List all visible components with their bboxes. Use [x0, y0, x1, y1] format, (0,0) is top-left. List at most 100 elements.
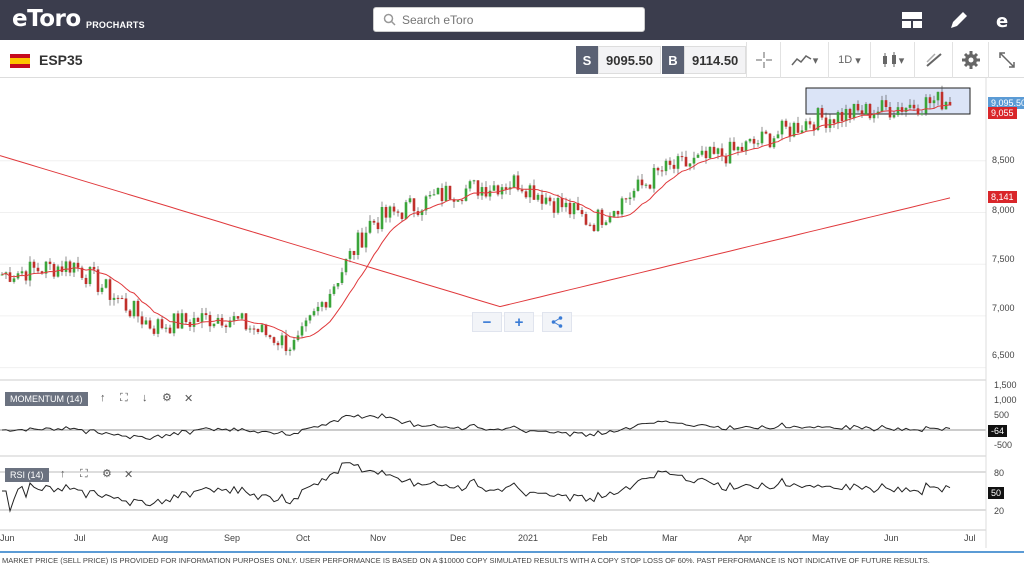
candle-body: [64, 261, 68, 272]
candle-body: [116, 297, 120, 299]
candle-body: [492, 185, 496, 191]
candle-body: [172, 313, 176, 334]
candle-body: [240, 313, 244, 319]
candle-body: [68, 261, 72, 273]
arrow-up-icon[interactable]: ↑: [100, 392, 106, 404]
arrow-down-icon[interactable]: ↓: [142, 392, 148, 404]
spain-flag-icon: [10, 54, 30, 68]
x-tick: Apr: [738, 533, 753, 543]
candle-body: [40, 271, 44, 274]
candle-body: [600, 209, 604, 225]
candle-body: [864, 103, 868, 115]
candle-body: [568, 202, 572, 215]
candle-body: [360, 232, 364, 248]
gear-icon[interactable]: ⚙: [162, 392, 172, 404]
candle-body: [696, 154, 700, 158]
close-icon[interactable]: ✕: [184, 393, 194, 405]
ma-fast-line: [1, 104, 951, 339]
rsi-tick: 20: [994, 506, 1005, 516]
crosshair-icon: [755, 52, 772, 68]
candle-body: [948, 101, 952, 106]
price-chart[interactable]: [0, 78, 1024, 548]
candle-body: [12, 278, 16, 282]
candle-body: [388, 206, 392, 218]
instrument-symbol: ESP35: [39, 52, 83, 68]
zoom-out-button[interactable]: −: [472, 312, 502, 332]
interval-dropdown[interactable]: 1D ▾: [828, 42, 870, 78]
candle-body: [196, 317, 200, 322]
chart-type-dropdown[interactable]: ▾: [780, 42, 828, 78]
candle-body: [748, 138, 752, 142]
fullscreen-button[interactable]: [988, 42, 1024, 78]
candle-body: [740, 146, 744, 152]
range-box[interactable]: [805, 87, 971, 115]
gear-icon[interactable]: ⚙: [102, 468, 112, 480]
candle-body: [536, 194, 540, 200]
ma-slow-line: [0, 155, 951, 308]
candle-body: [572, 202, 576, 215]
candle-body: [672, 164, 676, 169]
candle-body: [376, 222, 380, 230]
candle-body: [252, 328, 256, 330]
search-input[interactable]: [402, 11, 638, 29]
candle-body: [756, 143, 760, 145]
candle-body: [444, 185, 448, 202]
maximize-icon[interactable]: ⛶: [80, 468, 88, 480]
candle-body: [480, 187, 484, 196]
candle-body: [56, 266, 60, 277]
candle-body: [916, 108, 920, 115]
etoro-e-icon[interactable]: e: [992, 8, 1016, 32]
candle-body: [892, 115, 896, 118]
momentum-label[interactable]: MOMENTUM (14): [5, 392, 88, 406]
maximize-icon[interactable]: ⛶: [120, 392, 128, 404]
candle-body: [932, 100, 936, 104]
share-button[interactable]: [542, 312, 572, 332]
candle-body: [832, 119, 836, 124]
candle-body: [896, 107, 900, 116]
candle-body: [152, 328, 156, 334]
candle-body: [168, 327, 172, 334]
candles-dropdown[interactable]: ▾: [870, 42, 914, 78]
candle-body: [364, 232, 368, 248]
candle-body: [752, 138, 756, 144]
candle-body: [724, 156, 728, 164]
arrow-up-icon[interactable]: ↑: [60, 468, 66, 480]
momentum-tick: 1,000: [994, 395, 1017, 405]
settings-button[interactable]: [952, 42, 988, 78]
candle-body: [164, 327, 168, 329]
candle-body: [680, 156, 684, 158]
y-tick: 7,500: [992, 254, 1015, 264]
candle-body: [184, 313, 188, 323]
momentum-tick: 500: [994, 410, 1010, 420]
sell-price[interactable]: S 9095.50: [576, 46, 661, 74]
candle-body: [100, 287, 104, 292]
candle-body: [336, 282, 340, 287]
candle-body: [380, 207, 384, 230]
close-icon[interactable]: ✕: [124, 469, 134, 481]
candle-body: [888, 107, 892, 118]
candle-body: [880, 100, 884, 112]
candle-body: [244, 313, 248, 330]
x-tick: May: [812, 533, 830, 543]
layout-icon[interactable]: [900, 8, 924, 32]
pencil-icon[interactable]: [947, 8, 971, 32]
candle-body: [228, 320, 232, 328]
drawing-tool[interactable]: [914, 42, 952, 78]
search-box[interactable]: [373, 7, 645, 32]
candle-body: [92, 266, 96, 270]
rsi-label[interactable]: RSI (14): [5, 468, 49, 482]
candle-body: [512, 175, 516, 188]
buy-price[interactable]: B 9114.50: [662, 46, 747, 74]
candle-body: [284, 335, 288, 352]
candle-body: [592, 224, 596, 231]
candle-body: [716, 148, 720, 154]
candle-body: [904, 107, 908, 112]
momentum-tick: 1,500: [994, 380, 1017, 390]
candle-body: [940, 91, 944, 110]
etoro-logo[interactable]: eToro: [12, 6, 81, 32]
candle-body: [656, 167, 660, 171]
zoom-in-button[interactable]: +: [504, 312, 534, 332]
crosshair-tool[interactable]: [746, 42, 780, 78]
candle-body: [292, 340, 296, 350]
candle-body: [340, 272, 344, 283]
